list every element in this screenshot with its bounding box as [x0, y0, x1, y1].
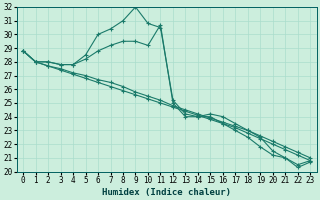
X-axis label: Humidex (Indice chaleur): Humidex (Indice chaleur) — [102, 188, 231, 197]
